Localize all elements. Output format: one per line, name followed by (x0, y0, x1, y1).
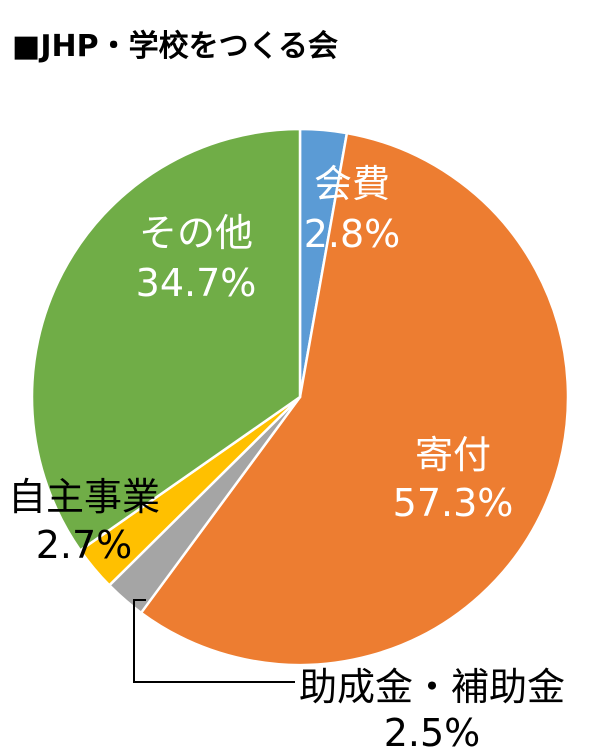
slice-label-grant-value: 2.5% (384, 711, 481, 750)
slice-label-self-business-name: 自主事業 (8, 475, 160, 519)
slice-label-membership-value: 2.8% (304, 212, 401, 256)
leader-line-grant (133, 599, 295, 683)
slice-donation (139, 131, 570, 667)
slice-label-grant-name: 助成金・補助金 (299, 665, 565, 709)
slice-other (30, 127, 302, 552)
slice-label-donation-name: 寄付 (415, 433, 491, 477)
pie-slices (30, 127, 570, 667)
chart-title: ■JHP・学校をつくる会 (12, 29, 338, 64)
slice-label-membership-name: 会費 (314, 162, 390, 206)
slice-label-other-name: その他 (139, 211, 253, 255)
slice-label-other-value: 34.7% (136, 261, 257, 305)
slice-label-donation-value: 57.3% (393, 481, 514, 525)
slice-label-self-business-value: 2.7% (36, 523, 133, 567)
